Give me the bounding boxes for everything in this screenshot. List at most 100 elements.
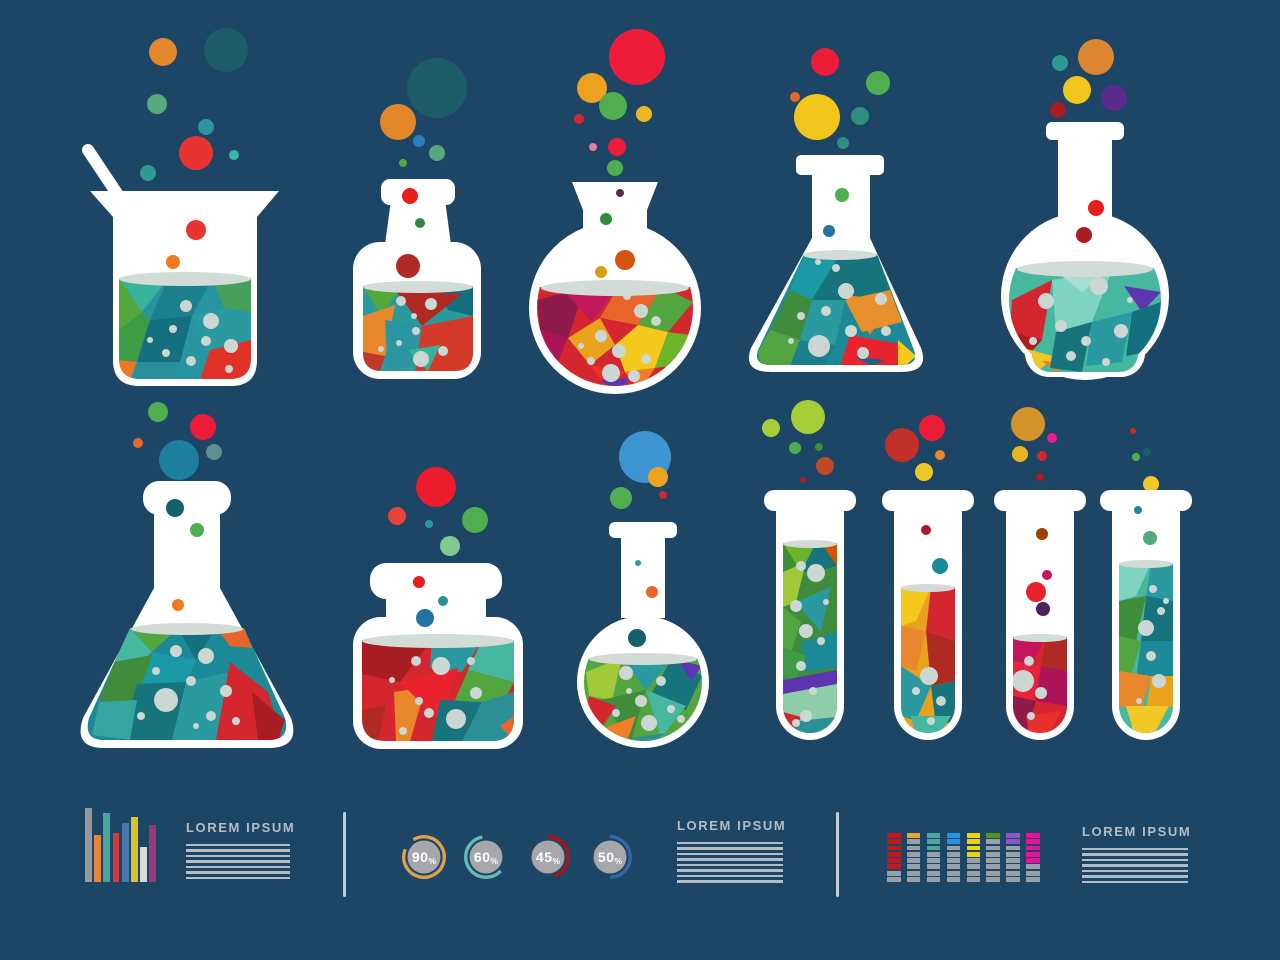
progress-value: 45% [535,849,561,866]
equalizer-column [906,833,921,883]
eq-segment [946,858,961,864]
text-placeholder-lines [186,844,290,880]
bubbles [1011,407,1057,481]
test-tube-3 [994,407,1086,740]
progress-ring: 60% [463,834,509,880]
reagent-bottle [353,58,481,379]
text-line [1082,864,1188,867]
bubbles [1130,428,1159,492]
eq-segment [906,851,921,857]
text-line [186,844,290,847]
divider [836,812,839,897]
eq-segment [966,851,981,857]
liquid [537,287,693,386]
bar [121,823,129,882]
progress-value: 90% [411,849,437,866]
eq-segment [887,864,901,870]
equalizer-chart [887,833,1040,883]
eq-segment [887,858,901,864]
eq-segment [926,833,941,838]
eq-segment [926,851,941,857]
eq-segment [887,870,901,876]
liquid [1119,563,1173,733]
bubbles [762,400,834,483]
lorem-title: LOREM IPSUM [1082,824,1192,839]
liquid [362,640,514,741]
eq-segment [926,845,941,851]
bar [103,813,111,882]
progress-ring: 90% [401,834,447,880]
text-line [1082,869,1188,873]
text-line [677,852,783,856]
text-block-2: LOREM IPSUM [677,818,785,886]
erlenmeyer-flask [748,48,924,372]
eq-segment [1006,833,1020,838]
eq-segment [1026,864,1040,870]
eq-segment [1026,845,1040,851]
round-bottom-flask [577,431,709,748]
eq-segment [986,839,1001,845]
equalizer-column [966,833,981,883]
divider [343,812,346,897]
progress-value: 50% [597,849,623,866]
eq-segment [986,858,1001,864]
equalizer-column [926,833,941,883]
eq-segment [986,851,1001,857]
liquid [783,543,837,733]
liquid [901,587,955,733]
large-erlenmeyer-flask [80,402,294,748]
eq-segment [926,864,941,870]
test-tube-1 [762,400,856,740]
text-line [1082,853,1188,856]
lorem-title: LOREM IPSUM [186,820,296,835]
progress-value: 60% [473,849,499,866]
progress-ring-svg [526,835,570,879]
text-line [186,849,290,852]
text-line [677,880,783,883]
jar [353,467,523,749]
eq-segment [887,839,901,845]
text-line [677,869,783,872]
eq-segment [946,851,961,857]
text-line [1082,875,1188,878]
volumetric-flask [1001,39,1169,380]
text-line [1082,880,1188,884]
bubbles [1050,39,1127,118]
bar [130,817,138,882]
eq-segment [1026,851,1040,857]
eq-segment [966,876,981,882]
test-tube-2 [882,415,974,740]
bubbles [133,402,222,480]
bubbles [380,58,467,167]
bar [85,808,92,882]
bubbles [574,29,665,176]
beaker [82,28,279,386]
equalizer-column [887,833,901,883]
eq-segment [887,876,901,882]
eq-segment [986,864,1001,870]
eq-segment [946,870,961,876]
text-line [1082,858,1188,862]
bubbles [610,431,671,509]
eq-segment [1006,839,1020,845]
eq-segment [946,833,961,838]
eq-segment [946,845,961,851]
test-tube-4 [1100,428,1192,740]
eq-segment [1026,833,1040,838]
text-line [1082,848,1188,851]
bar [112,833,120,882]
text-line [677,842,783,845]
eq-segment [946,864,961,870]
eq-segment [966,858,981,864]
eq-segment [966,864,981,870]
eq-segment [946,876,961,882]
mini-bar-chart [85,806,157,882]
liquid [584,658,702,741]
text-block-3: LOREM IPSUM [1082,824,1192,886]
equalizer-column [1006,833,1020,883]
florence-flask [529,29,701,394]
liquid [1013,637,1067,733]
eq-segment [926,876,941,882]
